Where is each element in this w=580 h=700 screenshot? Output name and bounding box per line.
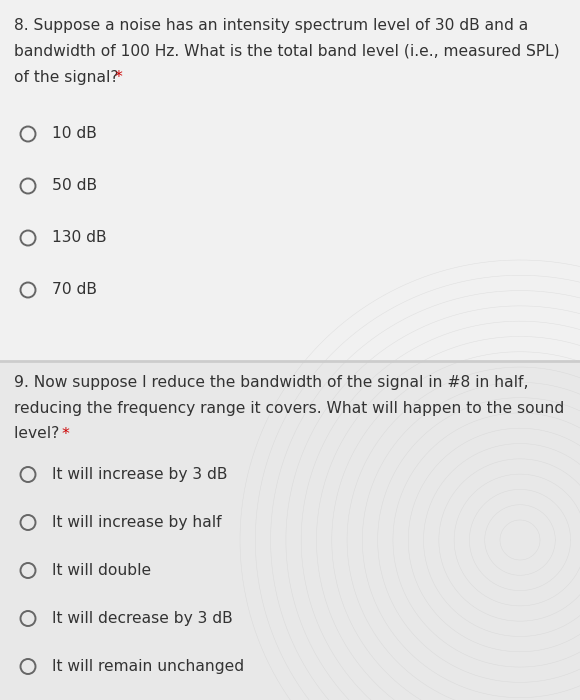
Text: 8. Suppose a noise has an intensity spectrum level of 30 dB and a: 8. Suppose a noise has an intensity spec… [14,18,528,33]
Text: 70 dB: 70 dB [52,283,97,298]
Bar [0,0,580,360]
Text: reducing the frequency range it covers. What will happen to the sound: reducing the frequency range it covers. … [14,400,564,416]
Text: It will increase by 3 dB: It will increase by 3 dB [52,467,227,482]
Text: 130 dB: 130 dB [52,230,107,246]
Text: It will increase by half: It will increase by half [52,515,222,530]
Text: 10 dB: 10 dB [52,127,97,141]
Text: It will double: It will double [52,563,151,578]
Text: *: * [61,426,69,442]
Text: bandwidth of 100 Hz. What is the total band level (i.e., measured SPL): bandwidth of 100 Hz. What is the total b… [14,44,560,59]
Text: of the signal?: of the signal? [14,70,124,85]
Text: *: * [115,70,123,85]
Text: 50 dB: 50 dB [52,178,97,193]
Bar [0,360,580,700]
Text: It will decrease by 3 dB: It will decrease by 3 dB [52,611,233,626]
Text: 9. Now suppose I reduce the bandwidth of the signal in #8 in half,: 9. Now suppose I reduce the bandwidth of… [14,374,528,389]
Text: level?: level? [14,426,64,442]
Text: It will remain unchanged: It will remain unchanged [52,659,244,674]
